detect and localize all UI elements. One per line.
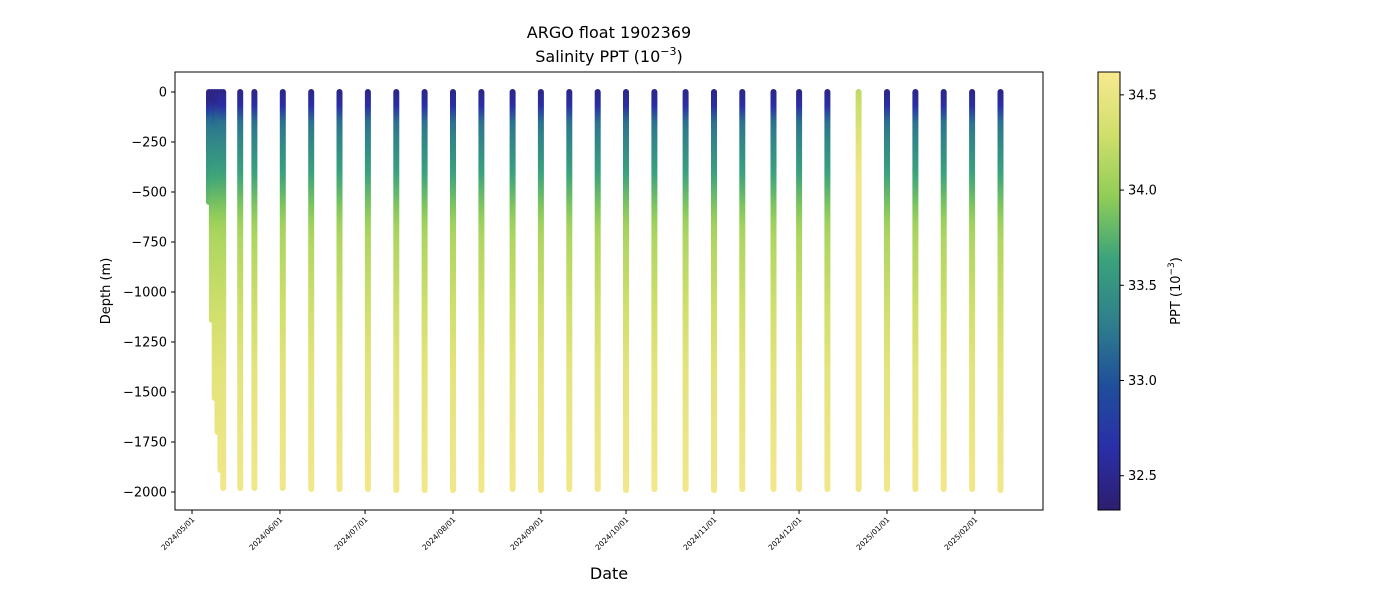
- colorbar-frame: [1097, 71, 1121, 511]
- colorbar-tick-label: 33.0: [1128, 374, 1157, 389]
- x-axis: 2024/05/01 2024/06/01 2024/07/01 2024/08/01…: [159, 510, 979, 552]
- profile-bar: [940, 89, 947, 492]
- profile-bar: [566, 89, 573, 492]
- y-tick-label: −500: [131, 186, 167, 201]
- profile-bar: [711, 89, 717, 493]
- colorbar: 32.5 33.0 33.5 34.0 34.5 PPT (10−3): [1097, 71, 1184, 511]
- profile-bar: [364, 89, 371, 492]
- colorbar-gradient: [1098, 72, 1120, 510]
- y-axis: 0 −250 −500 −750 −1000 −1250 −1500 −1750 −2000: [123, 86, 175, 501]
- x-tick-label: 2024/08/01: [420, 515, 457, 552]
- profiles-layer: [206, 89, 1004, 493]
- plot-area: [174, 71, 1044, 511]
- colorbar-ticks: 32.5 33.0 33.5 34.0 34.5: [1120, 88, 1157, 484]
- profile-bar: [251, 89, 258, 491]
- x-tick-label: 2024/11/01: [681, 515, 718, 552]
- y-axis-label: Depth (m): [99, 258, 114, 325]
- profile-bar: [884, 89, 890, 492]
- colorbar-label: PPT (10−3): [1167, 257, 1184, 325]
- profile-bar: [220, 89, 227, 491]
- x-tick-label: 2024/09/01: [508, 515, 545, 552]
- colorbar-tick-label: 33.5: [1128, 279, 1157, 294]
- y-tick-label: −750: [131, 236, 167, 251]
- chart-title-line1: ARGO float 1902369: [527, 23, 691, 42]
- colorbar-tick-label: 34.5: [1128, 88, 1157, 103]
- profile-bar: [594, 89, 601, 492]
- profile-bar: [237, 89, 244, 491]
- x-tick-label: 2025/02/01: [942, 515, 979, 552]
- profile-bar: [478, 89, 485, 493]
- profile-bar: [739, 89, 746, 492]
- profile-bar: [969, 89, 976, 492]
- y-tick-label: −1000: [123, 286, 167, 301]
- profile-bar: [682, 89, 689, 492]
- profile-bar: [336, 89, 343, 492]
- x-tick-label: 2024/10/01: [593, 515, 630, 552]
- x-tick-label: 2024/07/01: [333, 515, 370, 552]
- x-tick-label: 2024/05/01: [159, 515, 196, 552]
- y-tick-label: −2000: [123, 486, 167, 501]
- profile-bar: [623, 89, 629, 493]
- profile-bar: [796, 89, 803, 492]
- x-tick-label: 2025/01/01: [854, 515, 891, 552]
- profile-bar: [912, 89, 919, 492]
- profile-bar: [824, 89, 831, 492]
- profile-bar: [770, 89, 777, 492]
- x-tick-label: 2024/12/01: [767, 515, 804, 552]
- colorbar-tick-label: 34.0: [1128, 184, 1157, 199]
- plot-frame: [174, 71, 1044, 511]
- profile-bar: [509, 89, 516, 492]
- colorbar-tick-label: 32.5: [1128, 469, 1157, 484]
- profile-bar: [450, 89, 456, 493]
- chart-title-line2: Salinity PPT (10−3): [535, 45, 683, 66]
- y-tick-label: −1500: [123, 386, 167, 401]
- profile-bar: [393, 89, 400, 493]
- profile-bar: [537, 89, 544, 493]
- y-tick-label: −250: [131, 136, 167, 151]
- y-tick-label: 0: [159, 86, 167, 101]
- profile-bar: [651, 89, 658, 492]
- profile-bar: [308, 89, 315, 492]
- x-tick-label: 2024/06/01: [247, 515, 284, 552]
- x-axis-label: Date: [590, 564, 628, 583]
- profile-bar: [997, 89, 1004, 493]
- profile-bar: [855, 89, 862, 492]
- profile-bar: [421, 89, 428, 493]
- y-tick-label: −1250: [123, 336, 167, 351]
- plot-background: [175, 72, 1043, 510]
- y-tick-label: −1750: [123, 436, 167, 451]
- profile-bar: [279, 89, 286, 491]
